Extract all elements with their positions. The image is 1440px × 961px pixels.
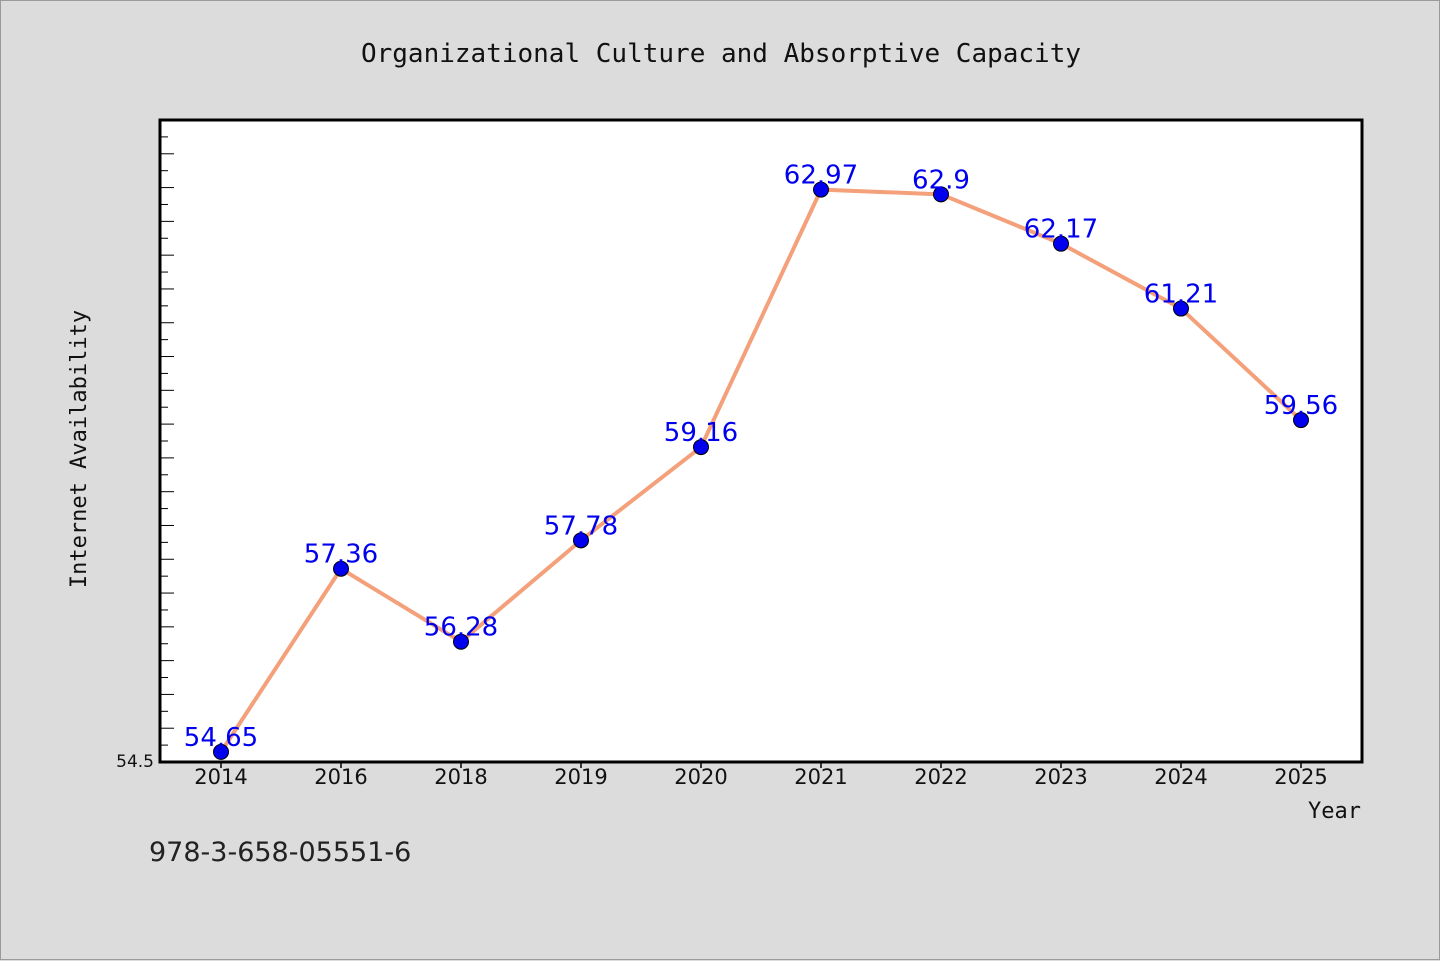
data-point-marker: [933, 186, 949, 203]
data-label: 62.17: [1024, 215, 1098, 245]
data-point-marker: [573, 532, 589, 549]
x-tick-label: 2019: [554, 765, 607, 789]
series-markers: [213, 181, 1309, 760]
x-tick-label: 2023: [1034, 765, 1087, 789]
x-tick-label: 2021: [794, 765, 847, 789]
x-tick-label: 2016: [314, 765, 367, 789]
data-point-marker: [1053, 235, 1069, 252]
data-point-marker: [1173, 300, 1189, 317]
data-point-marker: [1293, 412, 1309, 429]
x-axis-tick-labels: 2014 2016 2018 2019 2020 2021 2022 2023 2024 2025: [194, 765, 1327, 789]
data-label: 57.36: [304, 540, 378, 570]
x-tick-label: 2022: [914, 765, 967, 789]
y-axis-ticks: [160, 119, 174, 763]
x-tick-label: 2020: [674, 765, 727, 789]
chart-title: Organizational Culture and Absorptive Ca…: [361, 39, 1081, 69]
x-axis-ticks: [220, 762, 1302, 768]
data-point-marker: [453, 633, 469, 650]
data-point-marker: [813, 181, 829, 198]
y-tick-label-min: 54.5: [116, 752, 154, 772]
data-label: 61.21: [1144, 280, 1218, 310]
x-tick-label: 2018: [434, 765, 487, 789]
plot-area: [158, 118, 1364, 764]
y-axis-label: Internet Availability: [67, 310, 92, 588]
x-axis-label: Year: [1308, 799, 1361, 824]
data-point-marker: [693, 439, 709, 456]
data-point-marker: [213, 743, 229, 760]
x-tick-label: 2024: [1154, 765, 1207, 789]
data-label: 59.56: [1264, 391, 1338, 421]
series-line: [219, 187, 1303, 753]
x-tick-label: 2014: [194, 765, 247, 789]
data-label: 56.28: [424, 613, 498, 643]
data-point-marker: [333, 560, 349, 577]
data-label: 54.65: [184, 723, 258, 753]
data-label: 59.16: [664, 418, 738, 448]
data-label: 62.97: [784, 161, 858, 191]
x-tick-label: 2025: [1274, 765, 1327, 789]
data-label: 62.9: [912, 165, 970, 195]
data-label: 57.78: [544, 511, 618, 541]
isbn-text: 978-3-658-05551-6: [149, 837, 412, 868]
data-labels: 54.65 57.36 56.28 57.78 59.16 62.97 62.9 62.17 6…: [184, 161, 1338, 753]
